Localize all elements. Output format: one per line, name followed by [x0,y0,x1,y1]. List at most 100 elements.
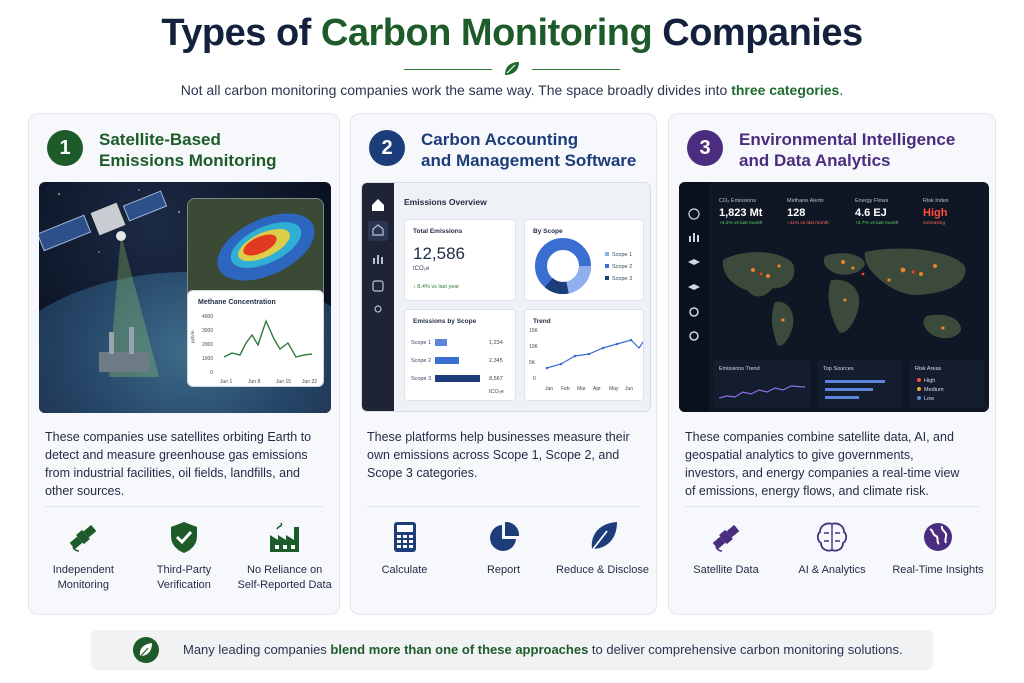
card-description: These companies combine satellite data, … [685,430,960,498]
card-title: Satellite-Based Emissions Monitoring [99,130,277,170]
mini-top-sources: Top Sources [817,360,903,408]
card-environmental-intelligence: 3 Environmental Intelligence and Data Ana… [668,113,996,615]
feature-list: Satellite Data AI & Analytics Real-Time … [673,519,991,578]
svg-text:Mar: Mar [577,386,586,392]
risk-legend-item: High [917,378,935,384]
svg-text:5K: 5K [529,360,536,366]
methane-chart: Methane Concentration ppb/m 4000 3000 20… [187,290,324,387]
feature-label: Satellite Data [693,564,759,576]
svg-text:Jan: Jan [545,386,553,392]
world-map [722,248,966,346]
home-icon [372,199,384,211]
feature-label: No Reliance on Self-Reported Data [237,564,332,591]
feature-item: Independent Monitoring [35,519,131,593]
feature-label: Report [486,564,521,576]
leaf-icon [133,637,159,663]
kpi-risk: Risk Index High Increasing [923,198,949,226]
feature-label: Independent Monitoring [52,564,114,591]
svg-text:May: May [609,386,619,392]
feature-label: Reduce & Disclose [556,564,649,576]
card-number: 1 [47,130,83,166]
analytics-illustration: CO₂ Emissions 1,823 Mt +4.2% vs last month… [679,182,989,412]
card-description: These companies use satellites orbiting … [45,430,312,498]
card-title: Carbon Accounting and Management Software [421,130,637,170]
feature-item: Satellite Data [678,519,774,578]
footer-banner: Many leading companies blend more than o… [91,630,933,670]
feature-label: Real-Time Insights [892,564,984,576]
total-emissions-panel: Total Emissions 12,586 tCO₂e ↓ 8.4% vs l… [404,219,516,301]
y-label: ppb/m [190,330,195,343]
svg-text:0: 0 [533,376,536,382]
x-tick: Jun 8 [248,379,260,385]
risk-legend-item: Medium [917,387,944,393]
y-tick: 0 [210,370,213,376]
methane-heatmap [187,198,324,303]
card-separator [45,506,323,507]
pie-chart-icon [489,521,519,551]
title-divider [0,60,1024,78]
feature-item: Third-Party Verification [136,519,232,593]
card-satellite-monitoring: 1 Satellite-Based Emissions Monitoring [28,113,340,615]
card-title: Environmental Intelligence and Data Analy… [739,130,956,170]
leaf-icon [588,522,617,554]
svg-text:Apr: Apr [593,386,601,392]
card-separator [367,506,640,507]
trend-panel: Trend 15K 10K 5K 0 Jan Feb Mar Apr May J… [524,309,644,401]
chart-title: Methane Concentration [198,299,276,306]
feature-list: Calculate Report Reduce & Disclose [355,519,652,578]
bar-scope-2 [435,357,459,364]
card-description: These platforms help businesses measure … [367,430,630,480]
satellite-icon [70,524,97,552]
methane-series-line [223,319,313,358]
dashboard-title: Emissions Overview [404,197,487,207]
legend-item: Scope 3 [605,276,632,282]
dashboard-illustration: Emissions Overview Total Emissions 12,58… [361,182,651,412]
svg-text:15K: 15K [529,328,539,334]
feature-item: AI & Analytics [784,519,880,578]
footer-text: Many leading companies blend more than o… [183,642,903,657]
risk-legend-item: Low [917,396,934,402]
kpi-methane: Methane Alerts 128 +11% vs last month [787,198,829,226]
card-carbon-accounting: 2 Carbon Accounting and Management Softwa… [350,113,657,615]
satellite-icon [712,524,740,552]
svg-text:10K: 10K [529,344,539,350]
emissions-by-scope-panel: Emissions by Scope Scope 1 1,234 Scope 2… [404,309,516,401]
legend-item: Scope 2 [605,264,632,270]
globe-icon [924,523,952,551]
satellite-icon [39,190,168,252]
mini-emissions-trend: Emissions Trend [713,360,811,408]
x-tick: Jun 1 [220,379,232,385]
feature-label: AI & Analytics [798,564,866,576]
page-subtitle: Not all carbon monitoring companies work… [180,82,844,98]
satellite-illustration: Methane Concentration ppb/m 4000 3000 20… [39,182,331,413]
kpi-co2: CO₂ Emissions 1,823 Mt +4.2% vs last month [719,198,763,226]
bar-scope-3 [435,375,480,382]
feature-label: Calculate [381,564,428,576]
shield-check-icon [170,522,197,553]
brain-icon [816,522,848,552]
feature-item: Calculate [357,519,453,578]
total-unit: tCO₂e [413,266,430,272]
y-tick: 1000 [202,356,213,362]
feature-item: Report [456,519,552,578]
svg-text:Jun: Jun [625,386,633,392]
mini-risk-areas: Risk Areas High Medium Low [909,360,985,408]
y-tick: 3000 [202,328,213,334]
analytics-sidebar [679,182,709,412]
legend-item: Scope 1 [605,252,632,258]
x-tick: Jun 22 [302,379,317,385]
card-separator [685,506,979,507]
x-tick: Jun 15 [276,379,291,385]
factory-icon [269,522,299,552]
y-tick: 2000 [202,342,213,348]
feature-item: Reduce & Disclose [555,519,651,578]
card-number: 2 [369,130,405,166]
card-number: 3 [687,130,723,166]
feature-item: No Reliance on Self-Reported Data [237,519,333,593]
kpi-energy: Energy Flows 4.6 EJ +2.7% vs last month [855,198,899,226]
by-scope-panel: By Scope Scope 1 Scope 2 Scope 3 [524,219,644,301]
svg-text:Feb: Feb [561,386,570,392]
feature-list: Independent Monitoring Third-Party Verif… [33,519,335,593]
total-value: 12,586 [413,244,465,263]
bar-scope-1 [435,339,447,346]
